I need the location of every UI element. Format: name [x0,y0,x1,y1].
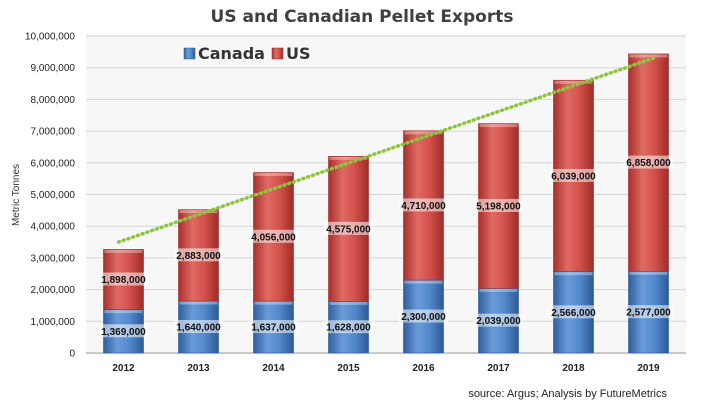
bar-canada-bevel [629,271,668,275]
source-note: source: Argus; Analysis by FutureMetrics [468,388,667,400]
y-tick-label: 8,000,000 [31,95,76,106]
data-label: 2,577,000 [626,308,671,319]
x-axis-ticks: 2012 2013 2014 2015 2016 2017 2018 2019 [112,363,660,374]
bar-us-bevel [104,249,143,253]
data-label: 1,637,000 [251,323,296,334]
data-label-bg [248,229,299,243]
data-label: 1,640,000 [176,323,221,334]
y-axis-label: Metric Tonnes [11,164,22,226]
bar-us-bevel [179,210,218,214]
chart-title: US and Canadian Pellet Exports [211,7,514,27]
bar-us-bevel [254,173,293,177]
data-label: 2,039,000 [476,316,521,327]
legend-label-us: US [286,44,311,63]
data-label-bg [623,305,674,319]
data-labels: 1,369,000 1,898,000 1,640,000 2,883,000 1,63… [98,155,674,338]
data-label-bg [173,248,224,262]
data-label-bg [398,309,449,323]
data-label-bg [548,305,599,319]
x-tick-label: 2014 [262,363,285,374]
data-label: 4,575,000 [326,224,371,235]
data-label-bg [323,221,374,235]
bar-canada-bevel [254,301,293,305]
bar-canada-bevel [554,272,593,276]
data-label-bg [248,320,299,334]
bar-canada-bevel [329,301,368,305]
data-label-bg [323,320,374,334]
legend-label-canada: Canada [198,44,265,63]
data-label-bg [173,320,224,334]
x-tick-label: 2013 [187,363,210,374]
data-label: 4,056,000 [251,232,296,243]
bar-canada-bevel [179,301,218,305]
x-tick-label: 2012 [112,363,135,374]
bar-canada-bevel [104,310,143,314]
data-label-bg [398,198,449,212]
data-label: 5,198,000 [476,201,521,212]
data-label: 6,858,000 [626,158,671,169]
data-label: 2,300,000 [401,312,446,323]
trend-line [116,56,656,244]
x-tick-label: 2015 [337,363,360,374]
legend-swatch-us [271,47,284,60]
data-label-bg [473,313,524,327]
y-tick-label: 7,000,000 [31,127,76,138]
bar-us-bevel [329,156,368,160]
y-axis-ticks: 0 1,000,000 2,000,000 3,000,000 4,000,000 5,0… [25,32,76,360]
data-label-bg [98,272,149,286]
y-tick-label: 6,000,000 [31,158,76,169]
legend: Canada US [183,44,311,63]
data-label-bg [548,168,599,182]
x-tick-label: 2016 [412,363,435,374]
data-label: 2,566,000 [551,308,596,319]
x-tick-label: 2018 [562,363,585,374]
data-label: 1,369,000 [101,327,146,338]
y-tick-label: 10,000,000 [25,32,75,43]
y-tick-label: 1,000,000 [31,317,76,328]
data-label-bg [98,324,149,338]
y-tick-label: 3,000,000 [31,253,76,264]
bar-us-bevel [479,124,518,128]
y-tick-label: 0 [69,349,75,360]
y-tick-label: 4,000,000 [31,222,76,233]
y-tick-label: 5,000,000 [31,190,76,201]
y-tick-label: 9,000,000 [31,63,76,74]
data-label: 2,883,000 [176,251,221,262]
legend-swatch-canada [183,47,196,60]
bar-canada-bevel [479,288,518,292]
x-tick-label: 2019 [637,363,660,374]
bar-us-bevel [554,80,593,84]
data-label: 1,898,000 [101,275,146,286]
data-label: 4,710,000 [401,201,446,212]
bar-canada-bevel [404,280,443,284]
data-label: 6,039,000 [551,171,596,182]
data-label-bg [473,198,524,212]
bar-us-bevel [404,131,443,135]
bar-us-bevel [629,54,668,58]
data-label-bg [623,155,674,169]
x-tick-label: 2017 [487,363,510,374]
data-label: 1,628,000 [326,323,371,334]
y-tick-label: 2,000,000 [31,285,76,296]
